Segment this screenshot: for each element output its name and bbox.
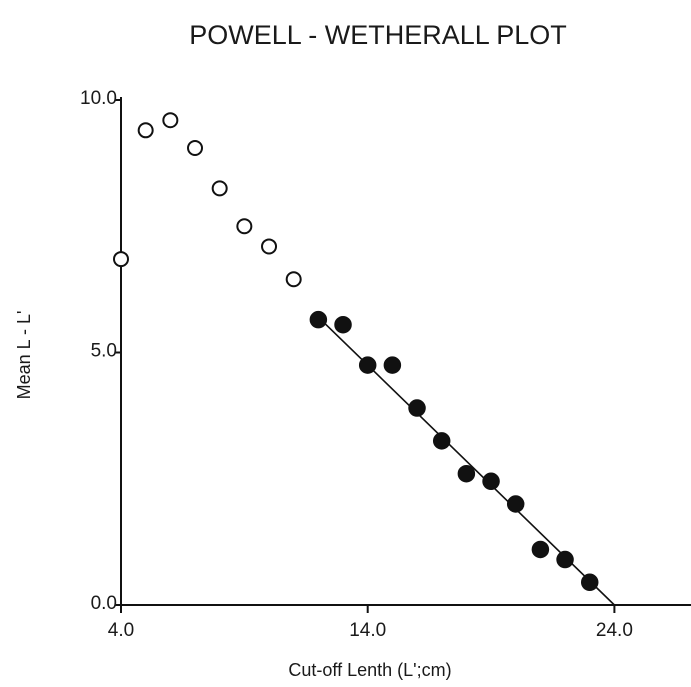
open-point-4	[211, 180, 228, 197]
y-tick-label-1: 5.0	[91, 341, 117, 362]
filled-point-3	[383, 356, 402, 374]
x-tick-label-1: 14.0	[349, 620, 386, 641]
x-tick-label-2: 24.0	[596, 620, 633, 641]
x-axis-label: Cut-off Lenth (L';cm)	[288, 660, 451, 680]
filled-point-10	[556, 550, 574, 569]
open-point-7	[285, 271, 302, 288]
filled-point-8	[506, 495, 525, 513]
open-point-0	[113, 251, 129, 268]
open-point-2	[162, 112, 179, 129]
axes	[120, 97, 691, 606]
open-point-6	[261, 238, 278, 255]
ticks: 4.0 14.0 24.0 0.0 5.0 10.0	[80, 88, 633, 641]
data-points	[113, 112, 599, 592]
filled-point-0	[309, 310, 328, 329]
filled-point-11	[580, 573, 599, 592]
open-point-3	[187, 139, 204, 156]
filled-point-4	[408, 399, 426, 417]
x-tick-label-0: 4.0	[108, 620, 134, 641]
y-tick-label-0: 0.0	[91, 593, 117, 614]
y-tick-label-2: 10.0	[80, 88, 117, 109]
filled-point-9	[531, 540, 550, 559]
open-point-5	[236, 218, 253, 235]
open-point-1	[137, 122, 154, 139]
chart-title: POWELL - WETHERALL PLOT	[189, 20, 567, 50]
filled-point-6	[457, 464, 476, 483]
filled-point-1	[334, 315, 352, 334]
y-axis-label: Mean L - L'	[14, 311, 34, 400]
filled-point-7	[482, 472, 500, 491]
filled-point-5	[432, 432, 451, 450]
filled-point-2	[358, 356, 377, 374]
